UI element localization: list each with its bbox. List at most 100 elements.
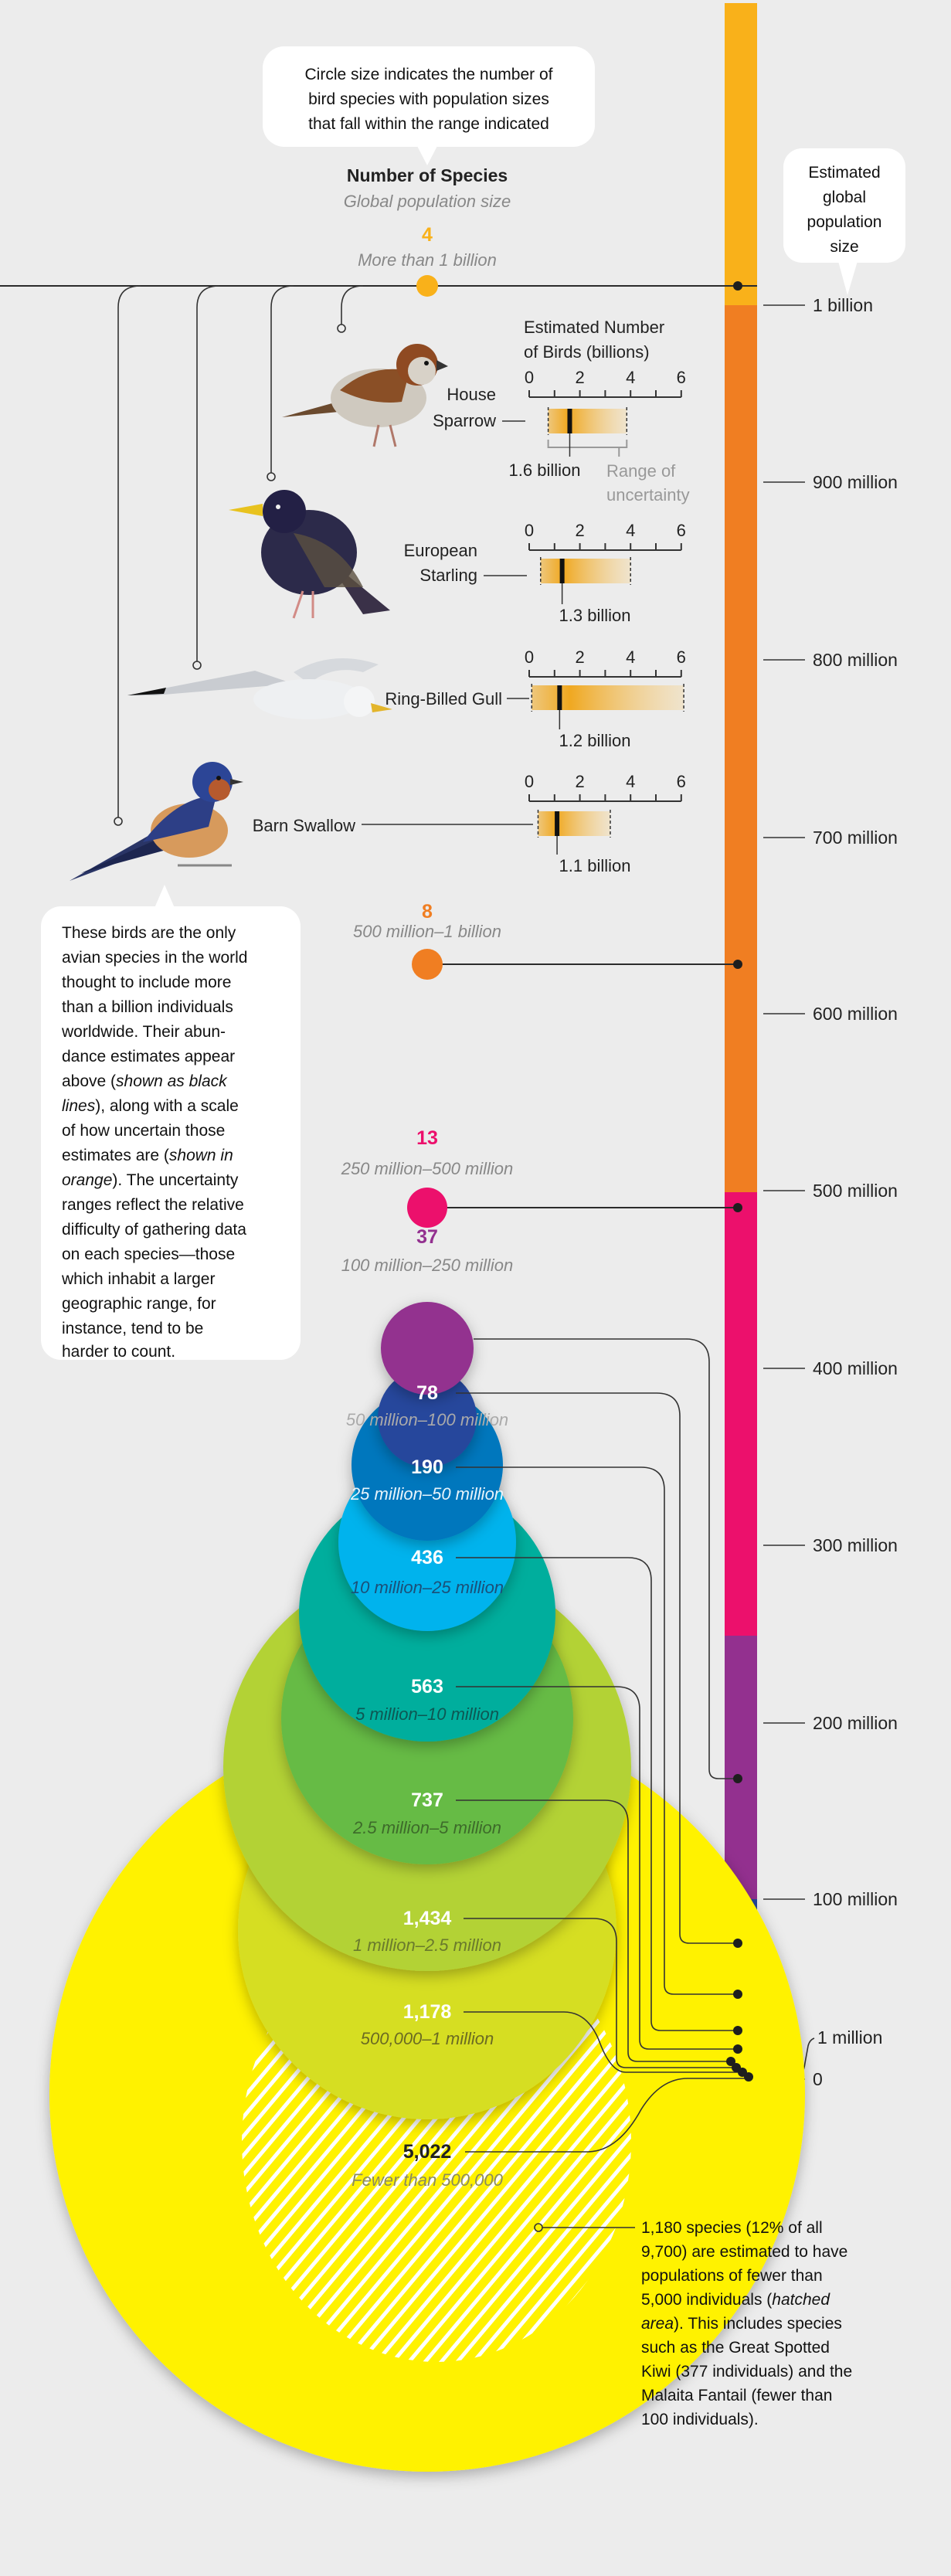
mini-axis-tick-label: 4	[626, 647, 635, 667]
connector-sparrow	[341, 285, 364, 325]
ring-billed-gull-illustration	[127, 658, 392, 719]
species-circle-50m-100m	[378, 1368, 477, 1467]
mini-chart-title: Estimated Number	[524, 318, 664, 337]
svg-text:area). This includes species: area). This includes species	[641, 2315, 842, 2333]
svg-text:harder to count.: harder to count.	[62, 1343, 175, 1361]
tick-label: 200 million	[813, 1713, 898, 1733]
connector-starling	[270, 285, 294, 473]
svg-text:Kiwi (377 individuals) and the: Kiwi (377 individuals) and the	[641, 2363, 852, 2381]
group-range: 25 million–50 million	[350, 1484, 504, 1504]
group-range: 5 million–10 million	[355, 1704, 499, 1724]
svg-text:than a billion individuals: than a billion individuals	[62, 998, 233, 1016]
european-starling-illustration	[229, 490, 390, 619]
mini-charts: 0 2 4 6 0 2 4 6 0 2 4 6 0 2 4 6	[525, 368, 686, 855]
svg-text:instance, tend to be: instance, tend to be	[62, 1320, 203, 1337]
group-range: 2.5 million–5 million	[352, 1818, 501, 1837]
mini-axis-tick-label: 6	[677, 647, 686, 667]
group-range: 250 million–500 million	[341, 1159, 514, 1178]
svg-text:on each species—those: on each species—those	[62, 1246, 235, 1263]
uncertainty-range-bar	[540, 559, 631, 583]
tick-label: 400 million	[813, 1358, 898, 1378]
species-circles	[49, 1302, 805, 2472]
legend-title: Number of Species	[347, 165, 508, 185]
svg-text:worldwide. Their abun-: worldwide. Their abun-	[61, 1023, 226, 1041]
estimate-label: 1.3 billion	[559, 606, 631, 625]
callout-line: global	[823, 189, 866, 206]
connector-swallow	[117, 285, 141, 817]
range-of-uncertainty-label: uncertainty	[606, 485, 690, 505]
svg-text:100 individuals).: 100 individuals).	[641, 2411, 759, 2428]
group-count: 563	[411, 1676, 443, 1698]
segment-100m-250m	[725, 1636, 757, 1899]
species-circle-100m-250m	[381, 1302, 474, 1395]
svg-text:1,180 species (12% of all: 1,180 species (12% of all	[641, 2219, 823, 2237]
svg-text:5,000 individuals (hatched: 5,000 individuals (hatched	[641, 2291, 830, 2309]
species-circle-250m-500m	[407, 1188, 447, 1228]
bird-name: House	[447, 385, 496, 404]
species-circle-500m-1b	[412, 949, 443, 980]
circle-connectors	[456, 1338, 753, 2153]
bird-name: Barn Swallow	[253, 816, 355, 835]
svg-text:9,700) are estimated to have: 9,700) are estimated to have	[641, 2243, 847, 2261]
mini-axis-tick-label: 0	[525, 368, 534, 387]
svg-text:Malaita Fantail (fewer than: Malaita Fantail (fewer than	[641, 2387, 832, 2404]
group-count: 13	[416, 1127, 438, 1149]
estimate-mark	[555, 811, 560, 836]
bird-name: Starling	[419, 566, 477, 585]
mini-axis-tick-label: 2	[575, 521, 584, 540]
group-count: 190	[411, 1456, 443, 1478]
bird-name: Sparrow	[433, 411, 496, 430]
svg-text:geographic range, for: geographic range, for	[62, 1295, 216, 1313]
group-count: 737	[411, 1789, 443, 1811]
tick-label: 1 billion	[813, 295, 873, 315]
svg-text:populations of fewer than: populations of fewer than	[641, 2267, 823, 2285]
tick-label: 0	[813, 2069, 823, 2089]
estimate-mark	[559, 559, 565, 583]
svg-text:lines), along with a scale: lines), along with a scale	[62, 1097, 239, 1115]
svg-text:of how uncertain those: of how uncertain those	[62, 1122, 225, 1140]
group-count: 1,434	[403, 1908, 452, 1929]
group-count: 1,178	[403, 2001, 452, 2023]
svg-text:avian species in the world: avian species in the world	[62, 949, 247, 967]
mini-chart-title: of Birds (billions)	[524, 342, 650, 362]
group-range: Fewer than 500,000	[352, 2170, 503, 2190]
segment-over-1-billion	[725, 3, 757, 305]
mini-axis-tick-label: 4	[626, 772, 635, 791]
estimate-label: 1.2 billion	[559, 731, 631, 750]
mini-axis-tick-label: 6	[677, 772, 686, 791]
callout-line: Circle size indicates the number of	[305, 66, 553, 83]
uncertainty-range-bar	[538, 811, 610, 836]
tick-label: 500 million	[813, 1181, 898, 1201]
bird-name: European	[404, 541, 477, 560]
tick-label: 900 million	[813, 472, 898, 492]
mini-axis-tick-label: 2	[575, 772, 584, 791]
estimate-mark	[557, 685, 562, 710]
population-scale-bar	[725, 3, 757, 2079]
segment-250m-500m	[725, 1192, 757, 1636]
group-range: 500,000–1 million	[361, 2029, 494, 2048]
mini-axis-tick-label: 6	[677, 368, 686, 387]
uncertainty-range-bar	[548, 409, 627, 433]
group-count: 78	[416, 1382, 438, 1404]
group-range: More than 1 billion	[358, 250, 497, 270]
callout-line: bird species with population sizes	[308, 90, 549, 108]
barn-swallow-illustration	[70, 762, 243, 881]
tick-label: 600 million	[813, 1004, 898, 1024]
scale-dot	[733, 1203, 742, 1212]
mini-axis-tick-label: 2	[575, 647, 584, 667]
circle-size-callout: Circle size indicates the number of bird…	[263, 46, 595, 165]
uncertainty-bracket	[547, 440, 628, 448]
group-count: 8	[422, 901, 433, 923]
legend-subtitle: Global population size	[344, 192, 511, 211]
mini-axis-tick-label: 4	[626, 368, 635, 387]
tick-label: 100 million	[813, 1889, 898, 1909]
group-range: 1 million–2.5 million	[353, 1935, 501, 1955]
svg-text:such as the Great Spotted: such as the Great Spotted	[641, 2339, 830, 2357]
species-circle-over-1-billion	[416, 275, 438, 297]
group-count: 5,022	[403, 2141, 452, 2163]
mini-axis-tick-label: 4	[626, 521, 635, 540]
svg-text:dance estimates appear: dance estimates appear	[62, 1048, 235, 1065]
svg-text:above (shown as black: above (shown as black	[62, 1072, 228, 1090]
group-range: 100 million–250 million	[341, 1256, 514, 1275]
group-count: 436	[411, 1547, 443, 1568]
